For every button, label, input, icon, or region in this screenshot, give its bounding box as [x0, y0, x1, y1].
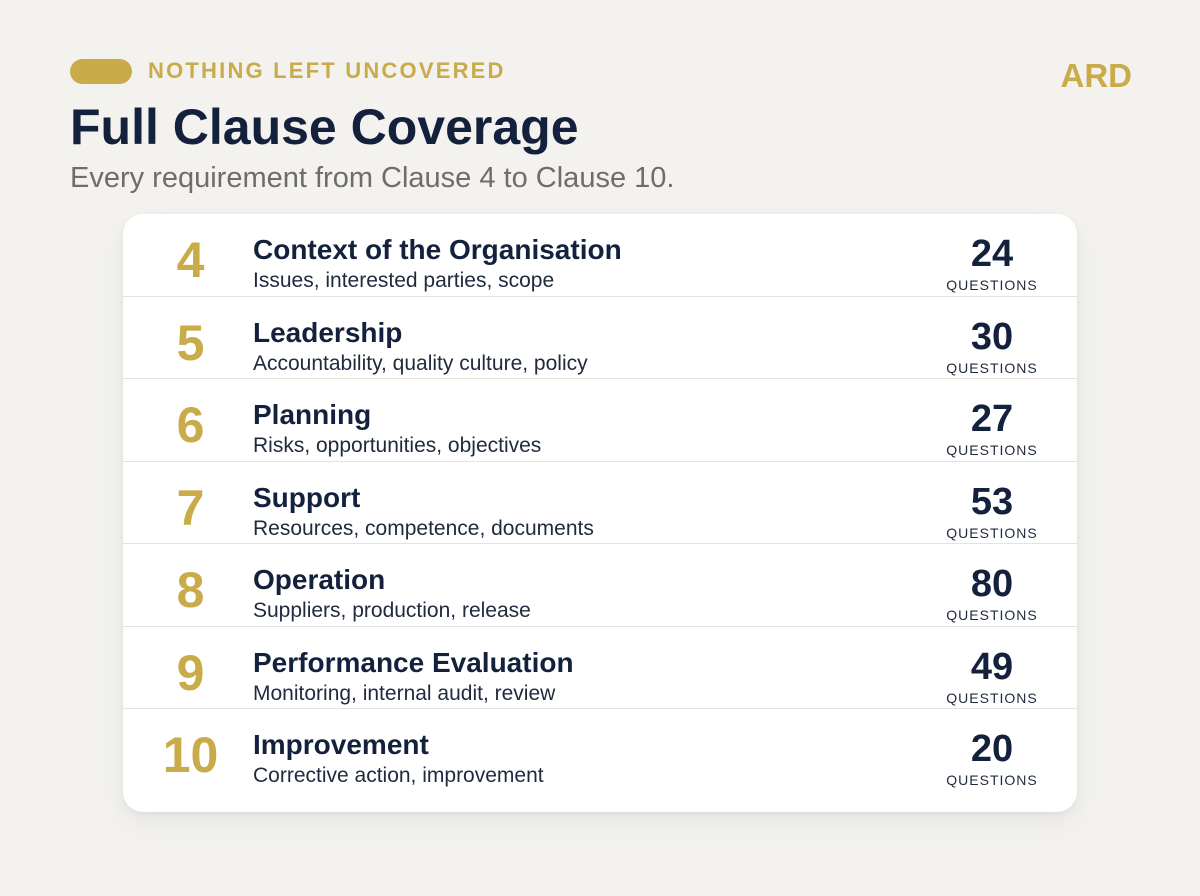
clause-name: Performance Evaluation	[253, 646, 574, 678]
clause-number: 4	[176, 232, 205, 288]
clause-row-7: 7 Support Resources, competence, documen…	[123, 462, 1077, 544]
clause-row-6: 6 Planning Risks, opportunities, objecti…	[123, 379, 1077, 462]
eyebrow-pill	[70, 58, 132, 84]
question-count-label: QUESTIONS	[946, 524, 1038, 541]
question-count: 30	[970, 315, 1014, 358]
question-count-label: QUESTIONS	[946, 277, 1038, 293]
question-count: 80	[970, 563, 1014, 605]
clause-name: Operation	[253, 564, 386, 595]
clause-number: 8	[176, 562, 205, 618]
clause-number: 9	[176, 644, 205, 701]
clause-number: 7	[176, 479, 205, 536]
clause-name: Support	[253, 481, 361, 513]
clause-number: 10	[162, 727, 219, 783]
clause-name: Leadership	[253, 316, 403, 348]
page-title: Full Clause Coverage	[70, 99, 579, 155]
clause-row-5: 5 Leadership Accountability, quality cul…	[123, 297, 1077, 379]
clause-row-9: 9 Performance Evaluation Monitoring, int…	[123, 627, 1077, 709]
clause-name: Context of the Organisation	[253, 234, 622, 265]
clause-row-10: 10 Improvement Corrective action, improv…	[123, 709, 1077, 792]
question-count: 27	[970, 398, 1014, 440]
clause-description: Resources, competence, documents	[253, 516, 594, 540]
clause-description: Risks, opportunities, objectives	[253, 434, 542, 457]
clause-description: Monitoring, internal audit, review	[253, 681, 556, 705]
question-count-label: QUESTIONS	[946, 442, 1038, 458]
clause-description: Issues, interested parties, scope	[253, 269, 555, 292]
clause-row-4: 4 Context of the Organisation Issues, in…	[123, 214, 1077, 297]
eyebrow-text: NOTHING LEFT UNCOVERED	[148, 58, 506, 83]
clause-description: Suppliers, production, release	[253, 599, 531, 622]
question-count: 53	[970, 480, 1014, 523]
clause-row-8: 8 Operation Suppliers, production, relea…	[123, 544, 1077, 627]
clause-name: Planning	[253, 399, 372, 430]
question-count-label: QUESTIONS	[946, 359, 1038, 376]
clause-description: Accountability, quality culture, policy	[253, 351, 588, 375]
eyebrow: NOTHING LEFT UNCOVERED	[70, 58, 506, 84]
clause-table: 4 Context of the Organisation Issues, in…	[123, 214, 1077, 812]
page-subtitle: Every requirement from Clause 4 to Claus…	[70, 162, 675, 194]
question-count-label: QUESTIONS	[946, 689, 1038, 706]
clause-number: 6	[176, 397, 205, 453]
clause-number: 5	[176, 314, 205, 371]
question-count: 20	[970, 728, 1014, 770]
question-count-label: QUESTIONS	[946, 607, 1038, 623]
clause-name: Improvement	[253, 729, 429, 760]
question-count-label: QUESTIONS	[946, 772, 1038, 788]
brand-logo: ARD	[1060, 57, 1133, 94]
clause-description: Corrective action, improvement	[253, 764, 544, 787]
question-count: 49	[970, 645, 1014, 688]
question-count: 24	[970, 233, 1014, 275]
